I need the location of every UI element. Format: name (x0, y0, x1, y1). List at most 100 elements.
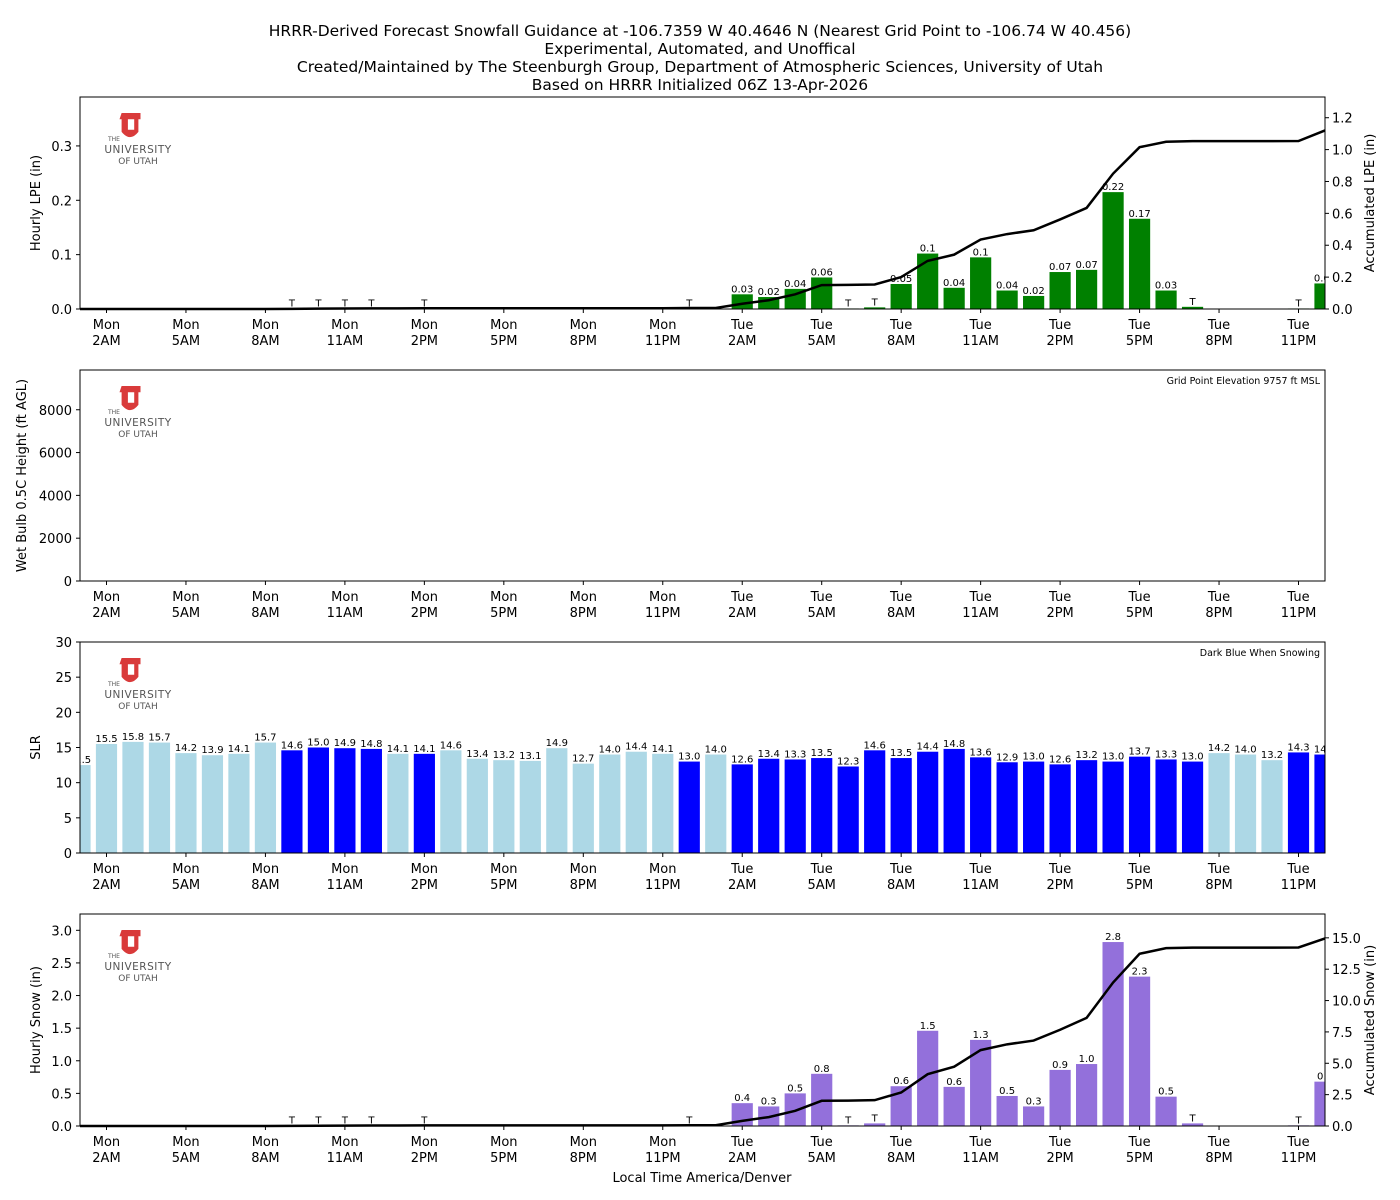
x-tick-label-time: 11AM (327, 878, 364, 893)
x-tick-label-time: 5AM (808, 878, 836, 893)
x-tick-label-day: Tue (810, 862, 833, 877)
bar (731, 764, 753, 853)
bar-value-label: 0.22 (1102, 182, 1124, 193)
x-tick-label-day: Mon (252, 590, 279, 605)
x-tick-label-day: Tue (889, 318, 912, 333)
x-tick-label-day: Tue (1286, 862, 1309, 877)
bar (705, 754, 727, 853)
bar (281, 750, 303, 853)
x-tick-label-day: Tue (889, 590, 912, 605)
bar (254, 742, 277, 853)
bar-value-label: 1.0 (1079, 1054, 1095, 1065)
bar-value-label: T (367, 1115, 375, 1126)
bar (970, 757, 992, 853)
x-tick-label-day: Mon (331, 590, 358, 605)
y-axis-label: Hourly LPE (in) (29, 155, 44, 251)
bar (387, 753, 409, 853)
bars: T T T T T T 0.03 0.02 0.04 0.06 T T 0.05 0.1 0.04 0.1 0.… (281, 182, 1336, 309)
logo-u-mark (119, 658, 141, 683)
axes-frame (79, 913, 1326, 1127)
chart-title-line-3: Created/Maintained by The Steenburgh Gro… (296, 58, 1104, 76)
bar-value-label: 0.04 (996, 281, 1018, 292)
x-tick-label-time: 2AM (92, 1151, 120, 1166)
x-tick-label-time: 11PM (1281, 606, 1317, 621)
x-tick-label-day: Mon (490, 590, 517, 605)
x-tick-label-time: 8AM (887, 878, 915, 893)
x-tick-label-day: Tue (969, 862, 992, 877)
bar-value-label: 0.9 (1052, 1060, 1068, 1071)
bar-value-label: 1.3 (973, 1030, 989, 1041)
bar-value-label: 1.5 (920, 1021, 936, 1032)
bar (599, 754, 621, 853)
x-tick-label-time: 5AM (808, 334, 836, 349)
bar-value-label: 14.1 (652, 744, 674, 755)
bar-value-label: 12.3 (837, 756, 859, 767)
x-tick-label-time: 8AM (251, 606, 279, 621)
bar-value-label: 0.07 (1049, 262, 1071, 273)
bar (996, 1095, 1018, 1126)
x-tick-label-time: 8AM (887, 334, 915, 349)
bar (80, 765, 91, 853)
x-tick-label-time: 2PM (411, 878, 438, 893)
bar-value-label: 14.0 (599, 745, 621, 756)
y2-tick-label: 0.8 (1332, 175, 1353, 190)
x-tick-label-day: Mon (172, 318, 199, 333)
bar-value-label: 14.0 (1234, 745, 1256, 756)
bar-value-label: T (685, 1115, 693, 1126)
logo-text: OF UTAH (118, 974, 157, 984)
bar (837, 766, 859, 853)
y2-tick-label: 0.0 (1332, 1120, 1353, 1135)
bar-value-label: 14.1 (413, 744, 435, 755)
bar-value-label: 0.05 (890, 274, 912, 285)
x-tick-label-time: 11AM (327, 606, 364, 621)
bar-value-label: 0.7 (1317, 1072, 1333, 1083)
logo-text: OF UTAH (118, 702, 157, 712)
bar-value-label: T (288, 1115, 296, 1126)
bar-value-label: 0.04 (943, 278, 965, 289)
bar-value-label: 14.2 (1208, 743, 1230, 754)
x-tick-label-time: 5AM (808, 606, 836, 621)
x-tick-label-day: Tue (1286, 1135, 1309, 1150)
x-tick-label-day: Mon (331, 1135, 358, 1150)
bar-value-label: 13.9 (201, 745, 223, 756)
bar (811, 277, 833, 309)
y2-tick-label: 12.5 (1332, 963, 1361, 978)
x-tick-label-day: Mon (490, 1135, 517, 1150)
bar-value-label: T (844, 1115, 852, 1126)
bar-value-label: T (1294, 1115, 1302, 1126)
bar-value-label: T (1188, 297, 1196, 308)
x-tick-label-time: 5AM (172, 1151, 200, 1166)
bar-value-label: T (871, 1113, 879, 1124)
x-tick-label-time: 11AM (327, 334, 364, 349)
bar (890, 283, 912, 309)
x-axis-label: Local Time America/Denver (612, 1171, 792, 1186)
x-tick-label-time: 5PM (490, 1151, 517, 1166)
bar-value-label: 0.05 (1314, 273, 1336, 284)
bar-value-label: 14.8 (360, 739, 382, 750)
bar-value-label: 0.5 (787, 1083, 803, 1094)
y2-tick-label: 2.5 (1332, 1089, 1353, 1104)
x-tick-label-day: Tue (810, 1135, 833, 1150)
bar (758, 758, 780, 853)
bar (466, 758, 488, 853)
bar (148, 742, 171, 853)
bar (1128, 218, 1151, 309)
bar (1023, 761, 1045, 853)
y2-tick-label: 0.6 (1332, 207, 1353, 222)
bar-value-label: 13.1 (519, 751, 541, 762)
y-axis-label: SLR (29, 735, 44, 760)
logo-text: THE (107, 409, 120, 416)
bar-value-label: 0.02 (758, 287, 780, 298)
bar (1049, 272, 1071, 309)
x-tick-label-day: Tue (1127, 590, 1150, 605)
bar-value-label: 15.7 (254, 733, 276, 744)
x-tick-label-day: Tue (1048, 318, 1071, 333)
y-tick-label: 10 (55, 777, 72, 792)
bar (1102, 761, 1124, 853)
x-tick-label-time: 11PM (645, 1151, 681, 1166)
x-tick-label-time: 5AM (172, 334, 200, 349)
x-tick-label-day: Mon (411, 590, 438, 605)
x-tick-label-time: 11PM (645, 334, 681, 349)
